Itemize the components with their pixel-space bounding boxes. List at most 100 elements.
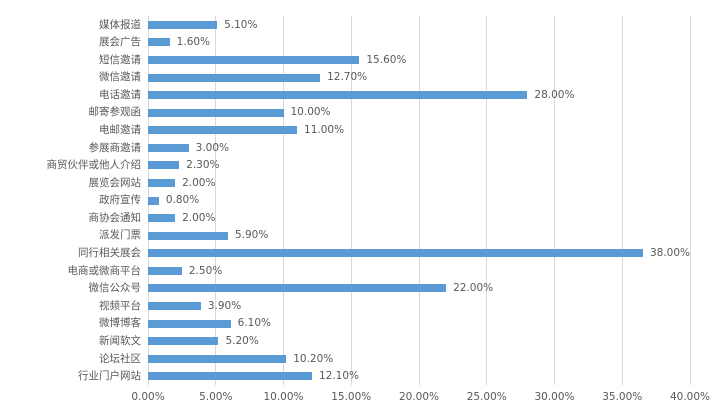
- x-tick-label: 25.00%: [466, 391, 507, 403]
- x-tick-label: 15.00%: [331, 391, 372, 403]
- bar[interactable]: [148, 73, 321, 82]
- bar[interactable]: [148, 249, 643, 258]
- bar-area: 3.00%: [148, 139, 690, 157]
- category-label: 展览会网站: [88, 176, 142, 189]
- category-label: 邮寄参观函: [88, 106, 142, 119]
- chart-rows: 媒体报道 5.10% 展会广告 1.60% 短信邀请 15.60% 微信邀请 12.70% 电话…: [0, 16, 717, 385]
- bar[interactable]: [148, 143, 189, 152]
- bar-area: 2.00%: [148, 209, 690, 227]
- bar[interactable]: [148, 91, 528, 100]
- value-label: 2.00%: [182, 211, 216, 224]
- gridline: [418, 16, 420, 385]
- value-label: 5.10%: [224, 18, 258, 31]
- bar[interactable]: [148, 20, 218, 29]
- chart-row: 微信公众号 22.00%: [0, 280, 717, 298]
- gridline: [689, 16, 691, 385]
- bar-area: 12.10%: [148, 368, 690, 386]
- category-label: 行业门户网站: [78, 370, 141, 383]
- category-label: 政府宣传: [99, 194, 141, 207]
- bar-area: 0.80%: [148, 192, 690, 210]
- bar-area: 38.00%: [148, 245, 690, 263]
- bar[interactable]: [148, 354, 287, 363]
- chart-row: 电话邀请 28.00%: [0, 86, 717, 104]
- value-label: 3.90%: [207, 299, 242, 312]
- gridline: [554, 16, 555, 385]
- chart-row: 同行相关展会 38.00%: [0, 245, 717, 263]
- bar-area: 2.30%: [148, 157, 690, 175]
- category-label: 电话邀请: [99, 88, 141, 101]
- value-label: 12.70%: [327, 71, 368, 84]
- category-label: 微博博客: [99, 317, 141, 330]
- gridline: [621, 16, 623, 385]
- gridline: [350, 16, 352, 385]
- value-label: 28.00%: [534, 88, 575, 101]
- value-label: 2.50%: [188, 264, 223, 277]
- chart-row: 微博博客 6.10%: [0, 315, 717, 333]
- x-tick-label: 10.00%: [263, 391, 304, 403]
- category-label: 新闻软文: [99, 334, 141, 347]
- x-tick-label: 40.00%: [669, 391, 711, 403]
- bar[interactable]: [148, 266, 182, 275]
- bar-area: 10.00%: [148, 104, 690, 122]
- chart-row: 短信邀请 15.60%: [0, 51, 717, 69]
- bar[interactable]: [148, 231, 228, 240]
- bar-area: 5.20%: [148, 332, 690, 350]
- x-tick-label: 20.00%: [398, 391, 440, 403]
- bar-area: 15.60%: [148, 51, 690, 69]
- chart-row: 政府宣传 0.80%: [0, 192, 717, 210]
- bar[interactable]: [148, 126, 298, 135]
- category-label: 微信邀请: [99, 71, 141, 84]
- bar-area: 11.00%: [148, 121, 690, 139]
- chart-row: 电商或微商平台 2.50%: [0, 262, 717, 280]
- bar-area: 2.50%: [148, 262, 690, 280]
- category-label: 商协会通知: [88, 211, 142, 224]
- category-label: 参展商邀请: [88, 141, 142, 154]
- chart-row: 电邮邀请 11.00%: [0, 121, 717, 139]
- category-label: 派发门票: [99, 229, 141, 242]
- value-label: 12.10%: [318, 370, 359, 383]
- bar[interactable]: [148, 214, 176, 223]
- bar[interactable]: [148, 372, 312, 381]
- bar[interactable]: [148, 38, 170, 47]
- bar-area: 5.10%: [148, 16, 690, 34]
- value-label: 0.80%: [165, 194, 200, 207]
- chart-row: 新闻软文 5.20%: [0, 332, 717, 350]
- value-label: 22.00%: [453, 282, 494, 295]
- bar-area: 22.00%: [148, 280, 690, 298]
- bar[interactable]: [148, 55, 360, 64]
- gridline: [283, 16, 284, 385]
- category-label: 媒体报道: [99, 18, 141, 31]
- bar[interactable]: [148, 161, 180, 170]
- bar[interactable]: [148, 337, 219, 346]
- value-label: 1.60%: [176, 36, 211, 49]
- category-label: 同行相关展会: [78, 247, 141, 260]
- value-label: 11.00%: [304, 124, 345, 136]
- category-label: 电邮邀请: [99, 124, 141, 136]
- value-label: 10.20%: [293, 352, 334, 365]
- chart-row: 派发门票 5.90%: [0, 227, 717, 245]
- bar[interactable]: [148, 108, 284, 117]
- x-axis: 0.00% 5.00% 10.00% 15.00% 20.00% 25.00% 30.00%…: [131, 391, 710, 407]
- x-tick-label: 35.00%: [602, 391, 643, 403]
- value-label: 2.00%: [182, 176, 216, 189]
- value-label: 38.00%: [649, 247, 690, 260]
- category-label: 电商或微商平台: [67, 264, 142, 277]
- chart-row: 参展商邀请 3.00%: [0, 139, 717, 157]
- bar[interactable]: [148, 196, 159, 205]
- x-tick-label: 0.00%: [131, 391, 165, 403]
- value-label: 5.20%: [225, 334, 259, 347]
- chart-row: 商协会通知 2.00%: [0, 209, 717, 227]
- bar[interactable]: [148, 178, 176, 187]
- chart-row: 论坛社区 10.20%: [0, 350, 717, 368]
- bar-area: 2.00%: [148, 174, 690, 192]
- chart-row: 展会广告 1.60%: [0, 34, 717, 52]
- category-label: 商贸伙伴或他人介绍: [46, 159, 142, 172]
- category-label: 微信公众号: [88, 282, 142, 295]
- bar-area: 1.60%: [148, 34, 690, 52]
- bar-area: 3.90%: [148, 297, 690, 315]
- bar[interactable]: [148, 319, 231, 328]
- bar[interactable]: [148, 284, 447, 293]
- chart-row: 行业门户网站 12.10%: [0, 368, 717, 386]
- bar[interactable]: [148, 302, 201, 311]
- chart-row: 邮寄参观函 10.00%: [0, 104, 717, 122]
